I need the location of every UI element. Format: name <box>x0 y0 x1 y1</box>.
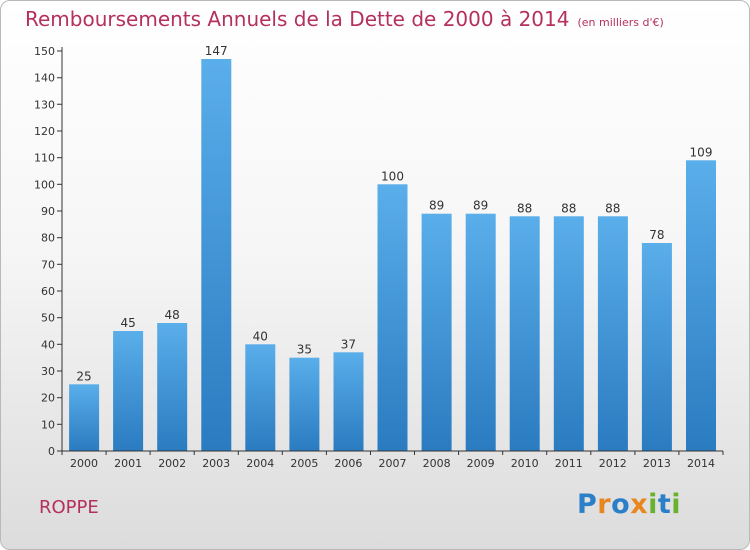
y-tick-label-70: 70 <box>41 258 55 271</box>
data-label-2004: 40 <box>253 329 268 343</box>
x-tick-label-2009: 2009 <box>467 457 495 470</box>
chart-title: Remboursements Annuels de la Dette de 20… <box>25 7 664 31</box>
bars-group: 25 45 48 147 40 35 37 100 89 89 88 88 88 78 109 <box>69 44 716 452</box>
data-label-2006: 37 <box>341 337 356 351</box>
y-tick-label-10: 10 <box>41 418 55 431</box>
proxiti-logo[interactable]: Proxiti <box>577 489 681 520</box>
x-tick-label-2011: 2011 <box>555 457 583 470</box>
data-label-2013: 78 <box>649 228 664 242</box>
x-tick-label-2006: 2006 <box>334 457 362 470</box>
data-label-2002: 48 <box>165 308 180 322</box>
data-label-2011: 88 <box>561 201 576 215</box>
data-label-2010: 88 <box>517 201 532 215</box>
data-label-2000: 25 <box>76 369 91 383</box>
x-tick-label-2003: 2003 <box>202 457 230 470</box>
x-tick-label-2013: 2013 <box>643 457 671 470</box>
data-label-2001: 45 <box>120 316 135 330</box>
x-tick-label-2001: 2001 <box>114 457 142 470</box>
logo-letter: i <box>648 489 658 520</box>
y-tick-label-90: 90 <box>41 205 55 218</box>
data-label-2005: 35 <box>297 343 312 357</box>
y-tick-label-130: 130 <box>34 98 55 111</box>
chart-subtitle: (en milliers d'€) <box>577 16 664 29</box>
y-tick-label-50: 50 <box>41 312 55 325</box>
y-tick-label-40: 40 <box>41 338 55 351</box>
bar-2004 <box>245 344 276 451</box>
logo-letter: t <box>657 489 672 520</box>
chart-title-text: Remboursements Annuels de la Dette de 20… <box>25 7 570 31</box>
x-tick-label-2014: 2014 <box>687 457 715 470</box>
y-tick-label-150: 150 <box>34 45 55 58</box>
x-tick-label-2004: 2004 <box>246 457 274 470</box>
bar-2014 <box>686 160 716 452</box>
axes-group: 2000 2001 2002 2003 2004 2005 2006 2007 2008 2009… <box>34 45 724 470</box>
bar-2011 <box>553 216 584 451</box>
y-tick-label-80: 80 <box>41 232 55 245</box>
logo-letter: x <box>630 489 649 520</box>
y-tick-label-110: 110 <box>34 152 55 165</box>
commune-name: ROPPE <box>39 497 99 518</box>
logo-letter: r <box>597 489 612 520</box>
x-tick-label-2007: 2007 <box>379 457 407 470</box>
data-label-2003: 147 <box>205 44 228 58</box>
x-tick-label-2008: 2008 <box>423 457 451 470</box>
x-tick-label-2002: 2002 <box>158 457 186 470</box>
y-tick-label-100: 100 <box>34 178 55 191</box>
y-tick-label-20: 20 <box>41 392 55 405</box>
data-label-2012: 88 <box>605 201 620 215</box>
x-tick-label-2000: 2000 <box>70 457 98 470</box>
x-tick-label-2012: 2012 <box>599 457 627 470</box>
y-tick-label-120: 120 <box>34 125 55 138</box>
y-tick-label-0: 0 <box>48 445 55 458</box>
bar-2007 <box>377 184 408 452</box>
data-label-2009: 89 <box>473 199 488 213</box>
bar-2012 <box>597 216 628 451</box>
bar-2006 <box>333 352 364 451</box>
bar-2009 <box>465 213 496 451</box>
bar-2002 <box>157 323 188 451</box>
bar-2010 <box>509 216 540 451</box>
data-label-2007: 100 <box>381 169 404 183</box>
logo-letter: P <box>577 489 598 520</box>
data-label-2008: 89 <box>429 199 444 213</box>
y-tick-label-140: 140 <box>34 72 55 85</box>
logo-letter: o <box>611 489 631 520</box>
y-tick-label-30: 30 <box>41 365 55 378</box>
data-label-2014: 109 <box>690 145 713 159</box>
y-tick-label-60: 60 <box>41 285 55 298</box>
x-tick-label-2010: 2010 <box>511 457 539 470</box>
bar-2001 <box>113 331 144 451</box>
bar-2013 <box>641 243 672 451</box>
bar-2003 <box>201 59 232 451</box>
x-tick-label-2005: 2005 <box>290 457 318 470</box>
bar-2008 <box>421 213 452 451</box>
bar-2000 <box>69 384 100 451</box>
logo-letter: i <box>671 489 682 520</box>
bar-2005 <box>289 357 320 451</box>
